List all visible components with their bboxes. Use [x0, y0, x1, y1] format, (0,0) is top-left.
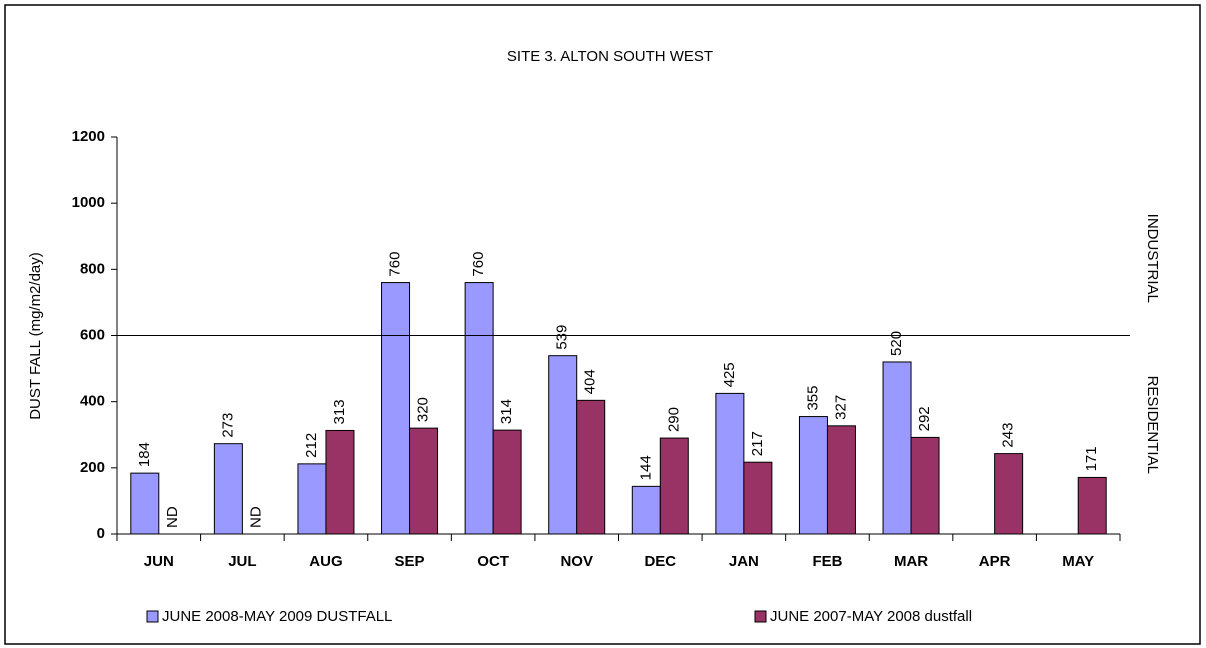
bar — [576, 399, 606, 535]
bar — [826, 425, 856, 535]
y-axis-label: DUST FALL (mg/m2/day) — [27, 252, 44, 420]
x-tick-label: APR — [979, 553, 1011, 570]
data-label: 290 — [665, 407, 682, 432]
threshold-below-label: RESIDENTIAL — [1144, 376, 1161, 474]
x-tick-label: SEP — [395, 553, 425, 570]
bar — [492, 429, 522, 535]
data-label: 320 — [415, 397, 432, 422]
y-tick-label: 0 — [97, 525, 105, 542]
legend-swatch — [146, 610, 159, 623]
data-label: 144 — [637, 455, 654, 480]
data-label: 273 — [219, 413, 236, 438]
threshold-above-label: INDUSTRIAL — [1144, 214, 1161, 303]
bar — [910, 436, 940, 535]
chart-frame — [4, 4, 1201, 645]
x-tick-label: MAR — [894, 553, 928, 570]
x-tick-label: DEC — [644, 553, 676, 570]
data-label: 313 — [331, 399, 348, 424]
data-label: 217 — [749, 431, 766, 456]
y-tick-label: 1000 — [72, 194, 105, 211]
bar — [297, 463, 327, 535]
x-tick-label: AUG — [309, 553, 342, 570]
y-tick-label: 1200 — [72, 128, 105, 145]
x-tick-label: FEB — [812, 553, 842, 570]
y-tick-label: 400 — [80, 393, 105, 410]
data-label: 184 — [136, 442, 153, 467]
data-label: 425 — [721, 362, 738, 387]
bar — [1077, 476, 1107, 535]
bar — [130, 472, 160, 535]
data-label: ND — [247, 506, 264, 528]
data-label: 404 — [582, 369, 599, 394]
data-label: 314 — [498, 399, 515, 424]
bar — [381, 282, 411, 535]
bar — [659, 437, 689, 535]
data-label: 212 — [303, 433, 320, 458]
data-label: 292 — [916, 406, 933, 431]
bar — [325, 429, 355, 535]
x-tick-label: MAY — [1062, 553, 1094, 570]
bar — [743, 461, 773, 535]
legend-label: JUNE 2007-MAY 2008 dustfall — [770, 608, 972, 625]
data-label: 243 — [1000, 423, 1017, 448]
bar — [994, 453, 1024, 535]
data-label: 760 — [470, 252, 487, 277]
legend-label: JUNE 2008-MAY 2009 DUSTFALL — [162, 608, 392, 625]
y-tick-label: 200 — [80, 459, 105, 476]
bar — [715, 392, 745, 535]
legend-swatch — [754, 610, 767, 623]
y-tick-label: 800 — [80, 260, 105, 277]
data-label: 327 — [832, 395, 849, 420]
data-label: 171 — [1083, 446, 1100, 471]
data-label: ND — [164, 506, 181, 528]
bar — [882, 361, 912, 535]
bar — [631, 485, 661, 535]
bar — [464, 282, 494, 535]
bar — [409, 427, 439, 535]
x-tick-label: NOV — [560, 553, 593, 570]
y-tick-label: 600 — [80, 326, 105, 343]
data-label: 355 — [804, 386, 821, 411]
x-tick-label: OCT — [477, 553, 509, 570]
x-tick-label: JAN — [729, 553, 759, 570]
bar — [548, 355, 578, 535]
data-label: 760 — [387, 252, 404, 277]
chart-title: SITE 3. ALTON SOUTH WEST — [507, 48, 713, 65]
bar — [213, 443, 243, 535]
bar — [798, 416, 828, 535]
data-label: 539 — [554, 325, 571, 350]
data-label: 520 — [888, 331, 905, 356]
x-tick-label: JUL — [228, 553, 256, 570]
x-tick-label: JUN — [144, 553, 174, 570]
